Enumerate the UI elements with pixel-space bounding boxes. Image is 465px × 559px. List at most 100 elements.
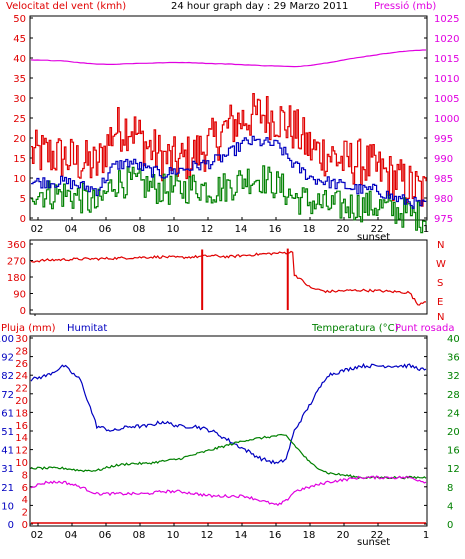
temperature-y-tick-label: 40 [447, 334, 460, 345]
direction-plot-frame [29, 239, 428, 315]
humidity-y-tick-label: 92 [1, 353, 14, 364]
pressure-y-tick-label: 1020 [434, 34, 459, 45]
temperature-y-tick-label: 8 [447, 483, 453, 494]
humidity-x-tick-label: 22 [371, 530, 384, 541]
wind-direction-panel: 0 90 180 270 360 [7, 239, 428, 317]
humidity-y-tick-label: 21 [1, 483, 14, 494]
temperature-y-tick-label: 16 [447, 446, 460, 457]
wind-x-tick-label: 12 [201, 224, 214, 235]
humidity-x-tick-label: 06 [99, 530, 112, 541]
humidity-x-tick-label: 18 [303, 530, 316, 541]
rain-y-tick-label: 22 [15, 384, 28, 395]
wind-gust-series [31, 93, 427, 207]
wind-axis-label: Velocitat del vent (kmh) [6, 1, 126, 12]
rain-y-tick-label: 14 [15, 433, 28, 444]
wind-y-tick-label: 25 [13, 114, 26, 125]
wind-x-tick-label: 08 [133, 224, 146, 235]
humidity-y-tick-label: 82 [1, 371, 14, 382]
wind-x-tick-label: 02 [31, 224, 44, 235]
pressure-y-tick-label: 1000 [434, 114, 459, 125]
wind-x-tick-label: 18 [303, 224, 316, 235]
temperature-y-tick-label: 20 [447, 427, 460, 438]
wind-x-end-tick-label: 1 [423, 224, 429, 235]
humidity-axis-label: Humitat [67, 323, 107, 334]
humidity-x-tick-label: 16 [269, 530, 282, 541]
wind-x-tick-label: 20 [337, 224, 350, 235]
wind-x-tick-label: 22 [371, 224, 384, 235]
pressure-y-tick-label: 1010 [434, 74, 459, 85]
temperature-y-tick-label: 12 [447, 464, 460, 475]
humidity-y-tick-label: 31 [1, 464, 14, 475]
humidity-y-tick-label: 41 [1, 446, 14, 457]
rain-y-tick-label: 8 [22, 470, 28, 481]
pressure-y-tick-label: 1015 [434, 54, 459, 65]
humidity-x-end-tick-label: 1 [423, 530, 429, 541]
dewpoint-axis-label: Punt rosada [395, 323, 454, 334]
wind-x-tick-label: 04 [65, 224, 78, 235]
humidity-y-tick-label: 0 [8, 520, 14, 531]
rain-axis-label: Pluja (mm) [1, 323, 56, 334]
pressure-y-tick-label: 985 [434, 174, 453, 185]
rain-y-tick-label: 6 [22, 483, 28, 494]
rain-y-tick-label: 4 [22, 495, 28, 506]
rain-y-tick-label: 10 [15, 458, 28, 469]
humidity-x-tick-label: 12 [201, 530, 214, 541]
wind-x-tick-label: 06 [99, 224, 112, 235]
direction-label-e: E [437, 297, 443, 308]
pressure-series [30, 49, 426, 68]
humidity-y-tick-label: 100 [0, 334, 14, 345]
humidity-series [30, 362, 427, 465]
rain-y-tick-label: 30 [15, 334, 28, 345]
wind-y-tick-label: 40 [13, 54, 26, 65]
wind-y-tick-label: 5 [20, 194, 26, 205]
humidity-x-tick-label: 20 [337, 530, 350, 541]
wind-y-tick-label: 15 [13, 154, 26, 165]
direction-y-tick-label: 0 [20, 306, 26, 317]
sunset-label-top: sunset [357, 232, 390, 243]
wind-min-series [31, 165, 427, 234]
rain-y-tick-label: 26 [15, 359, 28, 370]
wind-x-tick-label: 14 [235, 224, 248, 235]
pressure-y-tick-label: 1005 [434, 94, 459, 105]
pressure-y-tick-label: 990 [434, 154, 453, 165]
direction-y-tick-label: 90 [13, 290, 26, 301]
humidity-x-tick-label: 10 [167, 530, 180, 541]
humidity-y-tick-label: 61 [1, 408, 14, 419]
wind-direction-series [30, 250, 426, 306]
rain-y-tick-label: 16 [15, 421, 28, 432]
wind-pressure-panel: 0510152025303540455097598098599099510001… [13, 14, 459, 235]
wind-avg-series [31, 135, 427, 209]
rain-y-tick-label: 24 [15, 371, 28, 382]
wind-x-tick-label: 16 [269, 224, 282, 235]
wind-y-tick-label: 50 [13, 14, 26, 25]
wind-y-tick-label: 30 [13, 94, 26, 105]
pressure-y-tick-label: 980 [434, 194, 453, 205]
humidity-x-tick-label: 04 [65, 530, 78, 541]
temperature-y-tick-label: 0 [447, 520, 453, 531]
chart-title: 24 hour graph day : 29 Marzo 2011 [171, 1, 348, 12]
wind-y-tick-label: 0 [20, 214, 26, 225]
temperature-y-tick-label: 36 [447, 353, 460, 364]
humidity-x-tick-label: 08 [133, 530, 146, 541]
pressure-y-tick-label: 975 [434, 214, 453, 225]
direction-label-w: W [436, 259, 446, 270]
rain-y-tick-label: 28 [15, 346, 28, 357]
sunset-label-bottom: sunset [357, 537, 390, 548]
humidity-y-tick-label: 10 [1, 501, 14, 512]
rain-y-tick-label: 0 [22, 520, 28, 531]
humidity-x-tick-label: 02 [31, 530, 44, 541]
pressure-y-tick-label: 1025 [434, 14, 459, 25]
rain-y-tick-label: 2 [22, 508, 28, 519]
temperature-y-tick-label: 4 [447, 501, 453, 512]
rain-y-tick-label: 20 [15, 396, 28, 407]
humidity-y-tick-label: 72 [1, 390, 14, 401]
dewpoint-series [30, 475, 427, 507]
wind-y-tick-label: 35 [13, 74, 26, 85]
direction-label-n-top: N [437, 240, 444, 251]
wind-y-tick-label: 20 [13, 134, 26, 145]
rain-y-tick-label: 12 [15, 446, 28, 457]
humidity-x-tick-label: 14 [235, 530, 248, 541]
wind-y-tick-label: 10 [13, 174, 26, 185]
